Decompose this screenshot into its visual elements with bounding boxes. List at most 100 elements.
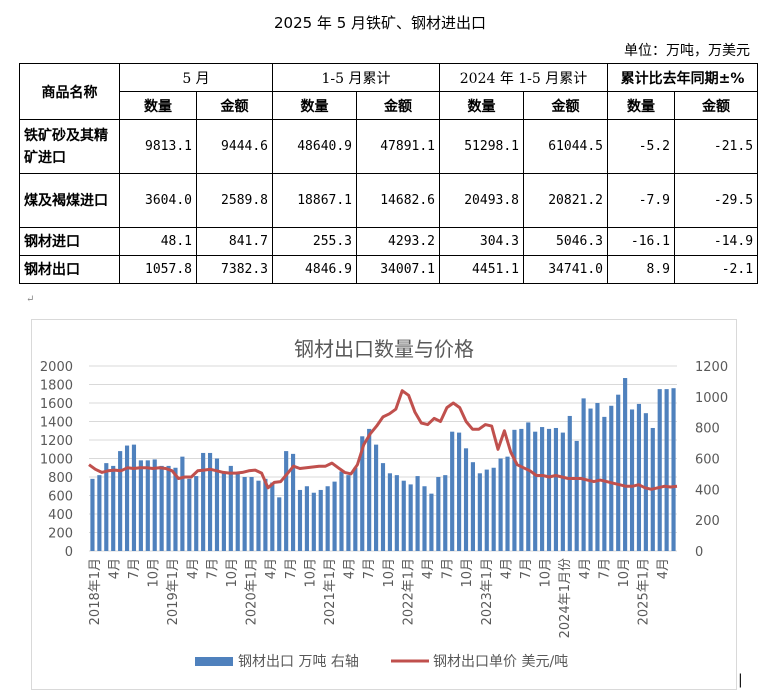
sub-header-quantity: 数量 [119, 91, 197, 120]
trade-table: 商品名称 5 月 1-5 月累计 2024 年 1-5 月累计 累计比去年同期±… [19, 63, 759, 284]
cell: 4451.1 [439, 255, 525, 284]
bar [526, 422, 531, 551]
x-tick-label: 7月 [441, 558, 456, 579]
cell: 4846.9 [272, 255, 358, 284]
cell: -2.1 [674, 255, 759, 284]
group-header: 5 月 [118, 63, 274, 92]
bar [270, 482, 275, 551]
bar [166, 465, 171, 551]
bar [194, 476, 199, 551]
table-row: 钢材进口 48.1 841.7 255.3 4293.2 304.3 5046.… [19, 227, 759, 256]
bar [318, 489, 323, 551]
x-tick-label: 7月 [205, 558, 220, 579]
bar [353, 467, 358, 551]
bar [339, 471, 344, 551]
bar [263, 478, 268, 551]
bar [159, 465, 164, 551]
bar [581, 398, 586, 551]
bar [104, 463, 109, 551]
x-tick-label: 10月 [147, 558, 162, 588]
sub-header-amount: 金额 [523, 91, 609, 120]
table-row: 煤及褐煤进口 3604.0 2589.8 18867.1 14682.6 204… [19, 173, 759, 228]
bar [111, 465, 116, 551]
bar [249, 477, 254, 551]
bar [602, 416, 607, 551]
x-tick-label: 7月 [284, 558, 299, 579]
bar [256, 480, 261, 551]
bar [498, 458, 503, 551]
bar [457, 432, 462, 551]
cell: 34741.0 [523, 255, 609, 284]
bar [387, 473, 392, 551]
bar [214, 458, 220, 551]
row-name: 铁矿砂及其精矿进口 [19, 119, 120, 174]
x-tick-label: 4月 [421, 558, 436, 579]
y-right-tick-label: 1200 [695, 360, 728, 375]
bar [346, 475, 351, 551]
x-tick-label: 2021年1月 [323, 558, 338, 625]
row-name: 钢材出口 [19, 255, 120, 284]
cell: 9813.1 [119, 119, 197, 174]
y-left-tick-label: 1000 [40, 453, 73, 468]
y-left-tick-label: 1800 [40, 379, 73, 394]
x-tick-label: 4月 [578, 558, 593, 579]
cell: 4293.2 [356, 227, 441, 256]
document-title: 2025 年 5 月铁矿、钢材进出口 [273, 14, 487, 32]
y-left-tick-label: 800 [48, 471, 73, 486]
bar [657, 389, 662, 551]
cell: -29.5 [674, 173, 759, 228]
bar [540, 427, 545, 551]
cell: 5046.3 [523, 227, 609, 256]
bar [180, 456, 185, 551]
bar [519, 428, 524, 551]
cell: 51298.1 [439, 119, 525, 174]
bar [463, 448, 469, 551]
cell: 14682.6 [356, 173, 441, 228]
bar [124, 445, 130, 551]
bar [118, 451, 123, 551]
chart-container: 钢材出口数量与价格 0 200 400 600 800 1000 1200 1400 1600 1… [31, 319, 737, 690]
bar [560, 432, 565, 551]
bar [671, 388, 676, 551]
bar [394, 475, 399, 551]
y-right-tick-label: 0 [695, 545, 703, 560]
bar [173, 467, 178, 551]
bar [546, 428, 552, 551]
bar [664, 389, 669, 551]
y-left-tick-label: 1400 [40, 416, 73, 431]
cell: -14.9 [674, 227, 759, 256]
cell: 47891.1 [356, 119, 441, 174]
cell: 841.7 [195, 227, 274, 256]
text-cursor: | [738, 672, 743, 688]
cell: 34007.1 [356, 255, 441, 284]
bar [277, 497, 282, 551]
group-header: 累计比去年同期±% [607, 63, 759, 92]
bar [484, 469, 489, 551]
y-right-tick-label: 200 [695, 514, 720, 529]
bar [574, 440, 579, 551]
y-right-tick-label: 1000 [695, 391, 728, 406]
x-tick-label: 4月 [499, 558, 514, 579]
bar [470, 462, 476, 551]
x-tick-label: 4月 [186, 558, 201, 579]
cell: 304.3 [439, 227, 525, 256]
cell: 255.3 [272, 227, 358, 256]
price-line [88, 389, 678, 491]
x-tick-label: 2023年1月 [480, 558, 495, 625]
x-tick-label: 10月 [303, 558, 318, 588]
legend-bar-label: 钢材出口 万吨 右轴 [238, 654, 359, 670]
bar [415, 476, 420, 551]
legend-line-label: 钢材出口单价 美元/吨 [433, 654, 568, 670]
group-header: 1-5 月累计 [272, 63, 441, 92]
unit-note: 单位：万吨，万美元 [624, 43, 750, 59]
bar [512, 429, 517, 551]
cell: 9444.6 [195, 119, 274, 174]
bar [429, 493, 434, 551]
bar [643, 413, 648, 551]
cell: 1057.8 [119, 255, 197, 284]
bar [284, 451, 289, 551]
cell: -7.9 [607, 173, 676, 228]
bar [297, 489, 303, 551]
export-chart: 钢材出口数量与价格 0 200 400 600 800 1000 1200 1400 1600 1… [40, 337, 728, 670]
table-row: 铁矿砂及其精矿进口 9813.1 9444.6 48640.9 47891.1 … [19, 119, 759, 174]
